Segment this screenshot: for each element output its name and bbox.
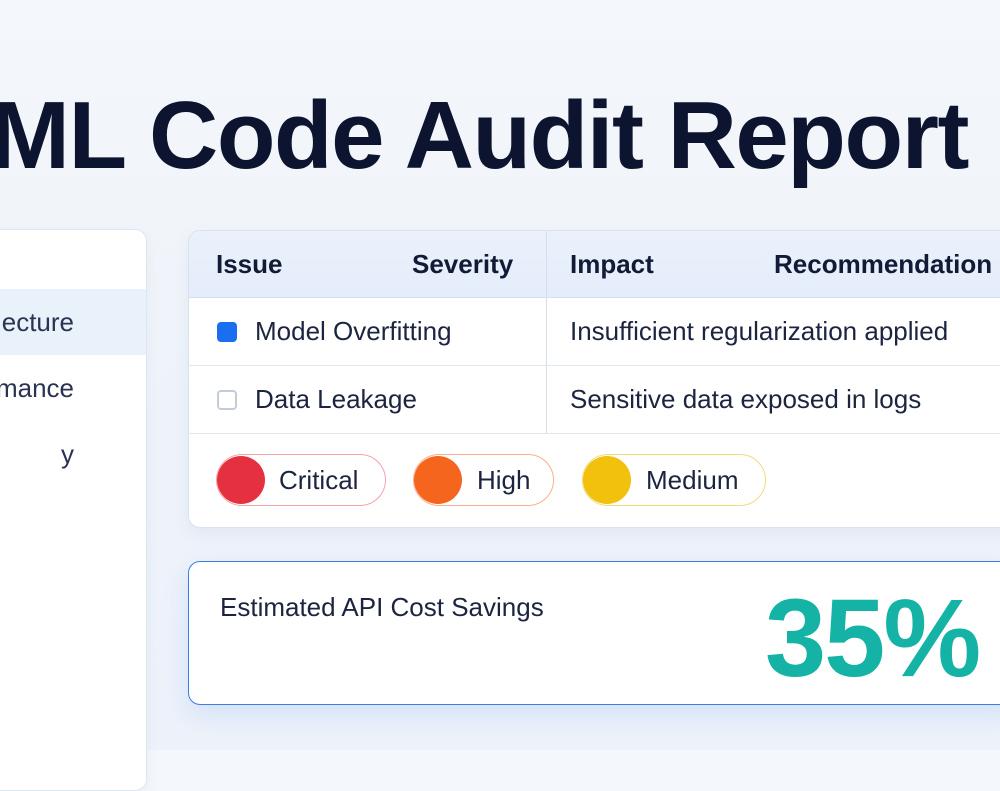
column-header-issue[interactable]: Issue xyxy=(216,249,283,279)
sidebar-item-security[interactable]: y xyxy=(0,421,146,487)
severity-label: High xyxy=(477,465,531,495)
severity-label: Medium xyxy=(646,465,739,495)
critical-dot-icon xyxy=(217,456,265,504)
medium-dot-icon xyxy=(583,456,631,504)
severity-badge-critical[interactable]: Critical xyxy=(216,454,386,506)
sidebar-item-architecture[interactable]: ecture xyxy=(0,289,146,355)
column-divider xyxy=(546,231,547,433)
savings-value: 35% xyxy=(765,577,981,700)
severity-badge-medium[interactable]: Medium xyxy=(582,454,766,506)
sidebar-item-label: y xyxy=(61,439,74,469)
column-header-recommendation[interactable]: Recommendation xyxy=(774,249,993,279)
sidebar-item-label: mance xyxy=(0,373,74,403)
impact-cell: Insufficient regularization applied xyxy=(570,316,949,346)
sidebar-item-performance[interactable]: mance xyxy=(0,355,146,421)
impact-cell: Sensitive data exposed in logs xyxy=(570,384,922,414)
row-checkbox-checked[interactable] xyxy=(217,322,237,342)
table-row[interactable]: Data Leakage Sensitive data exposed in l… xyxy=(189,366,1000,434)
sidebar: ecture mance y xyxy=(0,229,147,791)
column-header-severity[interactable]: Severity xyxy=(412,249,514,279)
high-dot-icon xyxy=(414,456,462,504)
page-title: ML Code Audit Report xyxy=(0,82,969,189)
table-row[interactable]: Model Overfitting Insufficient regulariz… xyxy=(189,298,1000,366)
issues-table-card: Issue Severity Impact Recommendation Mod… xyxy=(188,230,1000,528)
column-header-impact[interactable]: Impact xyxy=(570,249,654,279)
sidebar-item-label: ecture xyxy=(1,307,74,337)
table-header: Issue Severity Impact Recommendation xyxy=(189,231,1000,298)
savings-label: Estimated API Cost Savings xyxy=(220,592,544,622)
issue-cell: Model Overfitting xyxy=(255,316,452,346)
cost-savings-card: Estimated API Cost Savings 35% xyxy=(188,561,1000,705)
severity-label: Critical xyxy=(279,465,359,495)
severity-badge-high[interactable]: High xyxy=(413,454,554,506)
severity-legend: Critical High Medium xyxy=(189,433,1000,527)
issue-cell: Data Leakage xyxy=(255,384,417,414)
row-checkbox-unchecked[interactable] xyxy=(217,390,237,410)
